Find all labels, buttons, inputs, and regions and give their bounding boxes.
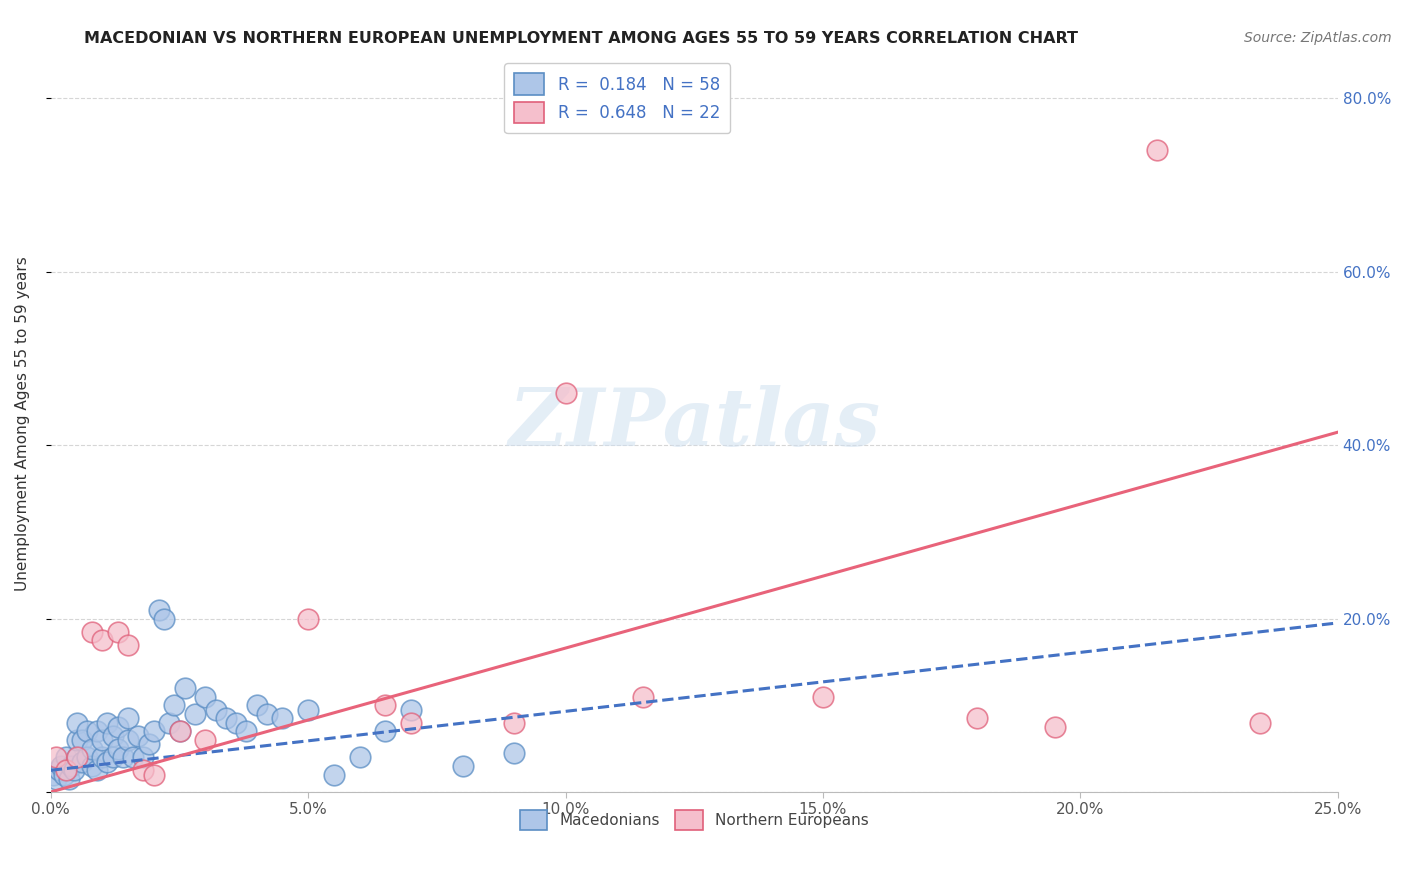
Point — [194, 690, 217, 704]
Point — [157, 715, 180, 730]
Point — [117, 711, 139, 725]
Point — [91, 733, 114, 747]
Point — [169, 724, 191, 739]
Point — [58, 772, 80, 786]
Point — [52, 767, 75, 781]
Point — [45, 772, 67, 786]
Point — [122, 750, 145, 764]
Point — [65, 750, 87, 764]
Point — [101, 750, 124, 764]
Point — [107, 720, 129, 734]
Point — [91, 750, 114, 764]
Point — [142, 767, 165, 781]
Point — [107, 624, 129, 639]
Point — [111, 750, 134, 764]
Point — [96, 715, 118, 730]
Point — [204, 703, 226, 717]
Point — [132, 764, 155, 778]
Point — [107, 741, 129, 756]
Point — [80, 624, 103, 639]
Point — [91, 633, 114, 648]
Point — [153, 611, 176, 625]
Point — [86, 764, 108, 778]
Point — [374, 698, 396, 713]
Point — [194, 733, 217, 747]
Legend: Macedonians, Northern Europeans: Macedonians, Northern Europeans — [513, 804, 875, 836]
Point — [374, 724, 396, 739]
Point — [225, 715, 247, 730]
Point — [503, 746, 526, 760]
Point — [811, 690, 834, 704]
Point — [127, 729, 149, 743]
Point — [70, 755, 93, 769]
Point — [42, 767, 65, 781]
Point — [399, 703, 422, 717]
Point — [215, 711, 238, 725]
Point — [184, 706, 207, 721]
Point — [48, 764, 70, 778]
Point — [49, 759, 72, 773]
Point — [271, 711, 294, 725]
Point — [1146, 144, 1168, 158]
Point — [297, 703, 319, 717]
Point — [246, 698, 269, 713]
Point — [60, 759, 83, 773]
Point — [86, 724, 108, 739]
Point — [173, 681, 195, 695]
Text: Source: ZipAtlas.com: Source: ZipAtlas.com — [1244, 31, 1392, 45]
Point — [96, 755, 118, 769]
Point — [70, 733, 93, 747]
Point — [399, 715, 422, 730]
Point — [117, 638, 139, 652]
Point — [65, 715, 87, 730]
Point — [101, 729, 124, 743]
Point — [76, 724, 98, 739]
Y-axis label: Unemployment Among Ages 55 to 59 years: Unemployment Among Ages 55 to 59 years — [15, 256, 30, 591]
Point — [1249, 715, 1271, 730]
Point — [169, 724, 191, 739]
Point — [554, 386, 576, 401]
Point — [323, 767, 346, 781]
Point — [256, 706, 278, 721]
Point — [76, 750, 98, 764]
Point — [65, 750, 87, 764]
Point — [297, 611, 319, 625]
Point — [117, 733, 139, 747]
Point — [966, 711, 988, 725]
Point — [142, 724, 165, 739]
Point — [80, 759, 103, 773]
Point — [1043, 720, 1066, 734]
Point — [132, 750, 155, 764]
Point — [503, 715, 526, 730]
Point — [55, 750, 77, 764]
Point — [65, 733, 87, 747]
Point — [45, 750, 67, 764]
Text: MACEDONIAN VS NORTHERN EUROPEAN UNEMPLOYMENT AMONG AGES 55 TO 59 YEARS CORRELATI: MACEDONIAN VS NORTHERN EUROPEAN UNEMPLOY… — [84, 31, 1078, 46]
Point — [138, 737, 160, 751]
Point — [55, 764, 77, 778]
Point — [451, 759, 474, 773]
Point — [148, 603, 170, 617]
Point — [349, 750, 371, 764]
Point — [163, 698, 186, 713]
Text: ZIPatlas: ZIPatlas — [508, 384, 880, 462]
Point — [80, 741, 103, 756]
Point — [631, 690, 654, 704]
Point — [235, 724, 257, 739]
Point — [63, 764, 86, 778]
